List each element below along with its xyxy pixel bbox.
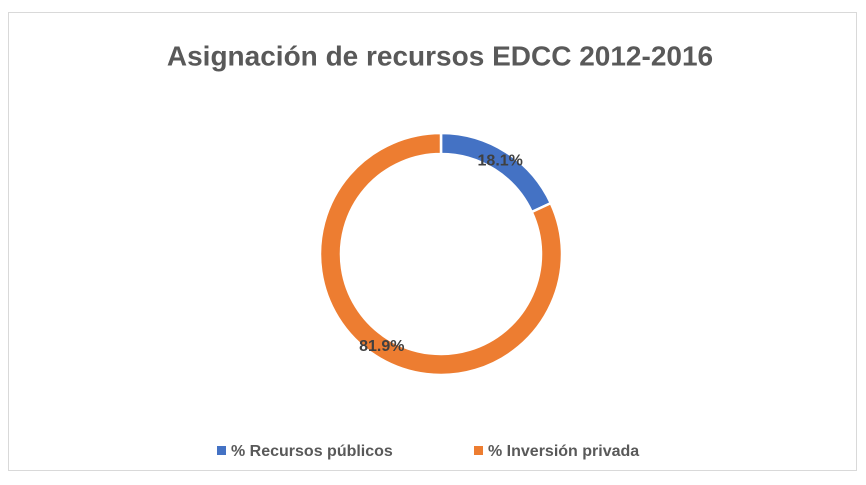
legend-swatch [217, 446, 226, 455]
legend-label: % Recursos públicos [231, 443, 393, 460]
donut-segment [318, 131, 564, 377]
data-label: 18.1% [478, 153, 523, 170]
legend-swatch [474, 446, 483, 455]
chart-title: Asignación de recursos EDCC 2012-2016 [167, 40, 713, 71]
data-label: 81.9% [359, 338, 404, 355]
chart-border [8, 12, 857, 471]
legend-label: % Inversión privada [488, 443, 639, 460]
